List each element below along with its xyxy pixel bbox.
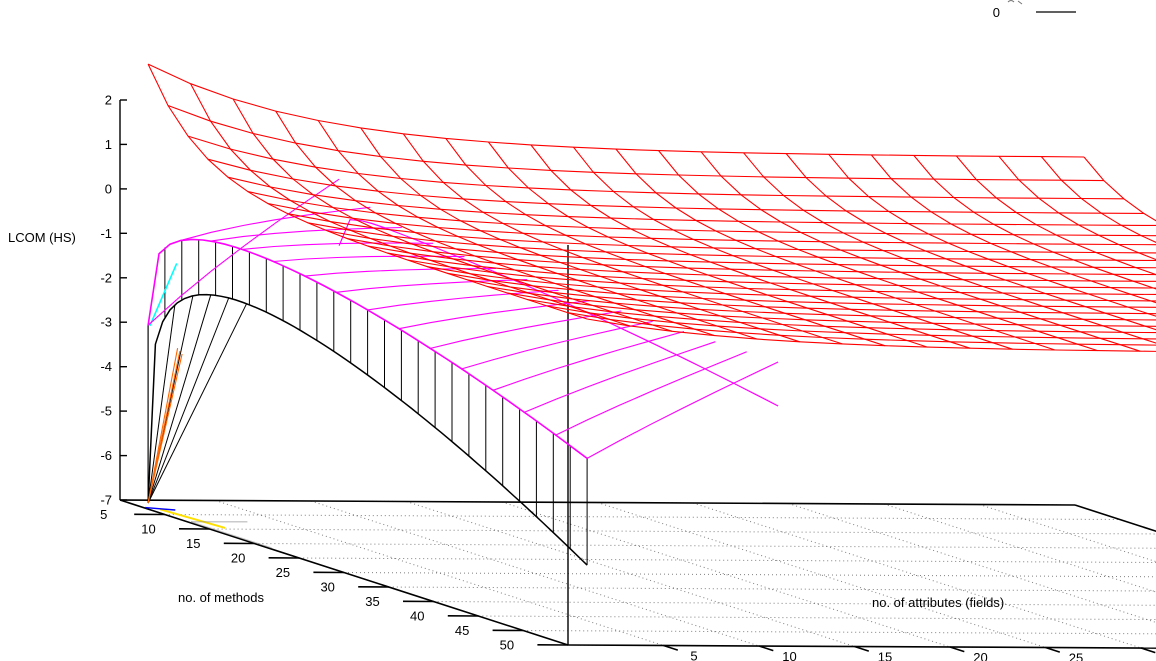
x-axis-title: no. of methods — [178, 590, 264, 605]
series-orange-segment — [147, 347, 183, 504]
x-tick-label: 10 — [141, 522, 155, 537]
x-tick-label: 40 — [410, 609, 424, 624]
x-tick-label: 15 — [186, 536, 200, 551]
z-tick-label: -6 — [100, 448, 112, 463]
z-axis — [119, 99, 127, 501]
z-tick-label: -2 — [100, 270, 112, 285]
y-tick-label: 25 — [1069, 650, 1083, 661]
x-tick-label: 20 — [231, 551, 245, 566]
z-tick-label: -3 — [100, 315, 112, 330]
legend: 0 — [993, 0, 1076, 20]
series-upper-surface — [147, 63, 1156, 352]
z-axis-title: LCOM (HS) — [8, 230, 76, 245]
z-tick-label: 1 — [105, 137, 112, 152]
z-tick-label: -1 — [100, 226, 112, 241]
series-cyan-segment — [149, 263, 178, 327]
x-tick-label: 5 — [100, 507, 107, 522]
legend-entry-label: 0 — [993, 5, 1000, 20]
y-tick-label: 15 — [878, 649, 892, 661]
z-tick-label: 0 — [105, 181, 112, 196]
y-tick-label: 20 — [973, 650, 987, 661]
x-tick-label: 25 — [276, 565, 290, 580]
x-tick-label: 50 — [500, 638, 514, 653]
x-tick-label: 45 — [455, 623, 469, 638]
y-tick-label: 5 — [690, 648, 697, 661]
base-plane-axes — [119, 499, 1156, 654]
z-tick-label: -7 — [100, 493, 112, 508]
legend-clipped-row-icon — [1007, 0, 1023, 5]
series-black-surface-edge — [147, 239, 588, 566]
z-tick-label: 2 — [105, 93, 112, 108]
z-tick-label: -4 — [100, 359, 112, 374]
x-tick-label: 30 — [320, 580, 334, 595]
z-tick-label: -5 — [100, 404, 112, 419]
base-plane-annotations — [145, 506, 272, 549]
y-tick-label: 10 — [782, 649, 796, 661]
x-tick-label: 35 — [365, 594, 379, 609]
y-axis-title: no. of attributes (fields) — [872, 595, 1004, 610]
